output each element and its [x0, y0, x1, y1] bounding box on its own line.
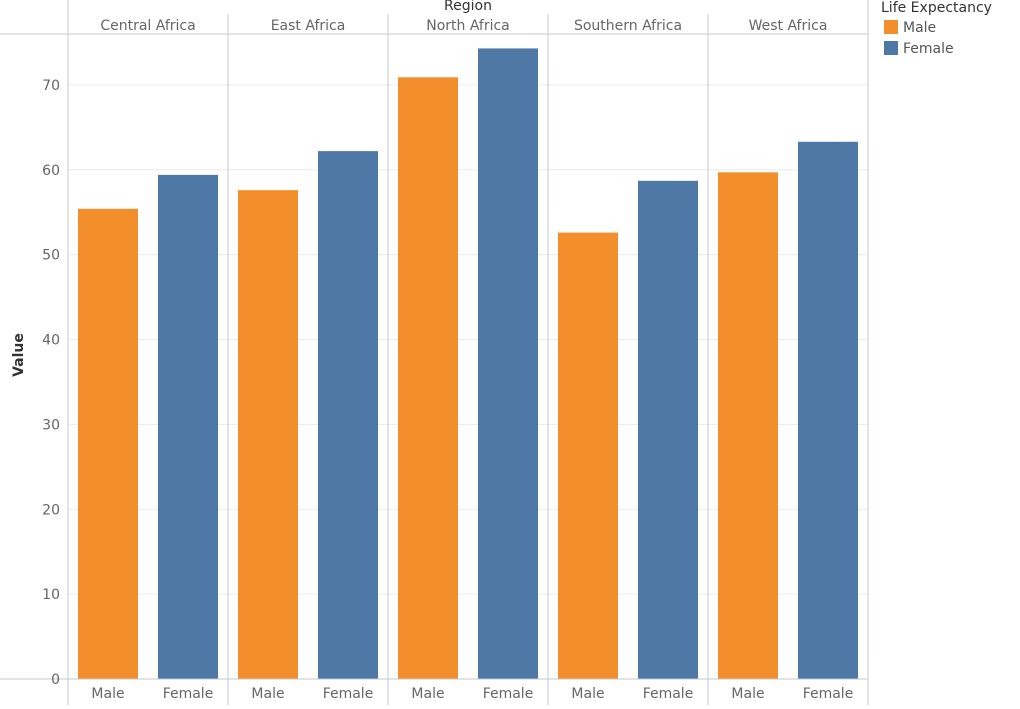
legend-swatch	[884, 20, 898, 34]
bar-male[interactable]	[558, 232, 618, 679]
bar-male[interactable]	[238, 190, 298, 679]
bar-male[interactable]	[398, 77, 458, 679]
x-tick-label: Male	[411, 686, 444, 702]
x-tick-label: Male	[731, 686, 764, 702]
legend-swatch	[884, 41, 898, 55]
x-tick-label: Female	[803, 686, 854, 702]
legend-label: Male	[903, 20, 936, 36]
bar-female[interactable]	[158, 174, 218, 679]
y-tick-label: 50	[42, 248, 60, 264]
bar-female[interactable]	[638, 180, 698, 679]
bar-female[interactable]	[798, 141, 858, 679]
bar-male[interactable]	[718, 172, 778, 680]
bar-male[interactable]	[78, 208, 138, 679]
pane-frame	[0, 0, 869, 705]
x-tick-label: Female	[483, 686, 534, 702]
bar-female[interactable]	[478, 48, 538, 680]
region-headers: Central Africa East Africa North Africa Sou…	[100, 18, 827, 34]
y-tick-label: 10	[42, 587, 60, 603]
legend-label: Female	[903, 41, 954, 57]
bar-female[interactable]	[318, 151, 378, 680]
column-header-title: Region	[444, 0, 492, 14]
y-tick-label: 30	[42, 417, 60, 433]
y-axis-title: Value	[11, 333, 27, 377]
region-header: East Africa	[271, 18, 346, 34]
legend-items: Male Female	[884, 20, 954, 57]
y-tick-label: 40	[42, 333, 60, 349]
legend: Life Expectancy Male Female	[881, 0, 992, 57]
y-tick-label: 20	[42, 502, 60, 518]
y-tick-label: 60	[42, 163, 60, 179]
region-header: West Africa	[749, 18, 828, 34]
x-tick-label: Female	[643, 686, 694, 702]
x-tick-label: Male	[251, 686, 284, 702]
y-tick-label: 0	[51, 672, 60, 688]
y-tick-label: 70	[42, 78, 60, 94]
x-tick-label: Female	[163, 686, 214, 702]
region-header: Central Africa	[100, 18, 195, 34]
x-tick-label: Male	[571, 686, 604, 702]
region-header: North Africa	[426, 18, 510, 34]
x-axis: Male Female Male Female Male Female Male Female…	[91, 686, 853, 702]
y-axis: 0 10 20 30 40 50 60 70	[42, 78, 60, 688]
region-header: Southern Africa	[574, 18, 682, 34]
x-tick-label: Male	[91, 686, 124, 702]
x-tick-label: Female	[323, 686, 374, 702]
legend-title: Life Expectancy	[881, 0, 992, 16]
bars	[78, 48, 858, 680]
